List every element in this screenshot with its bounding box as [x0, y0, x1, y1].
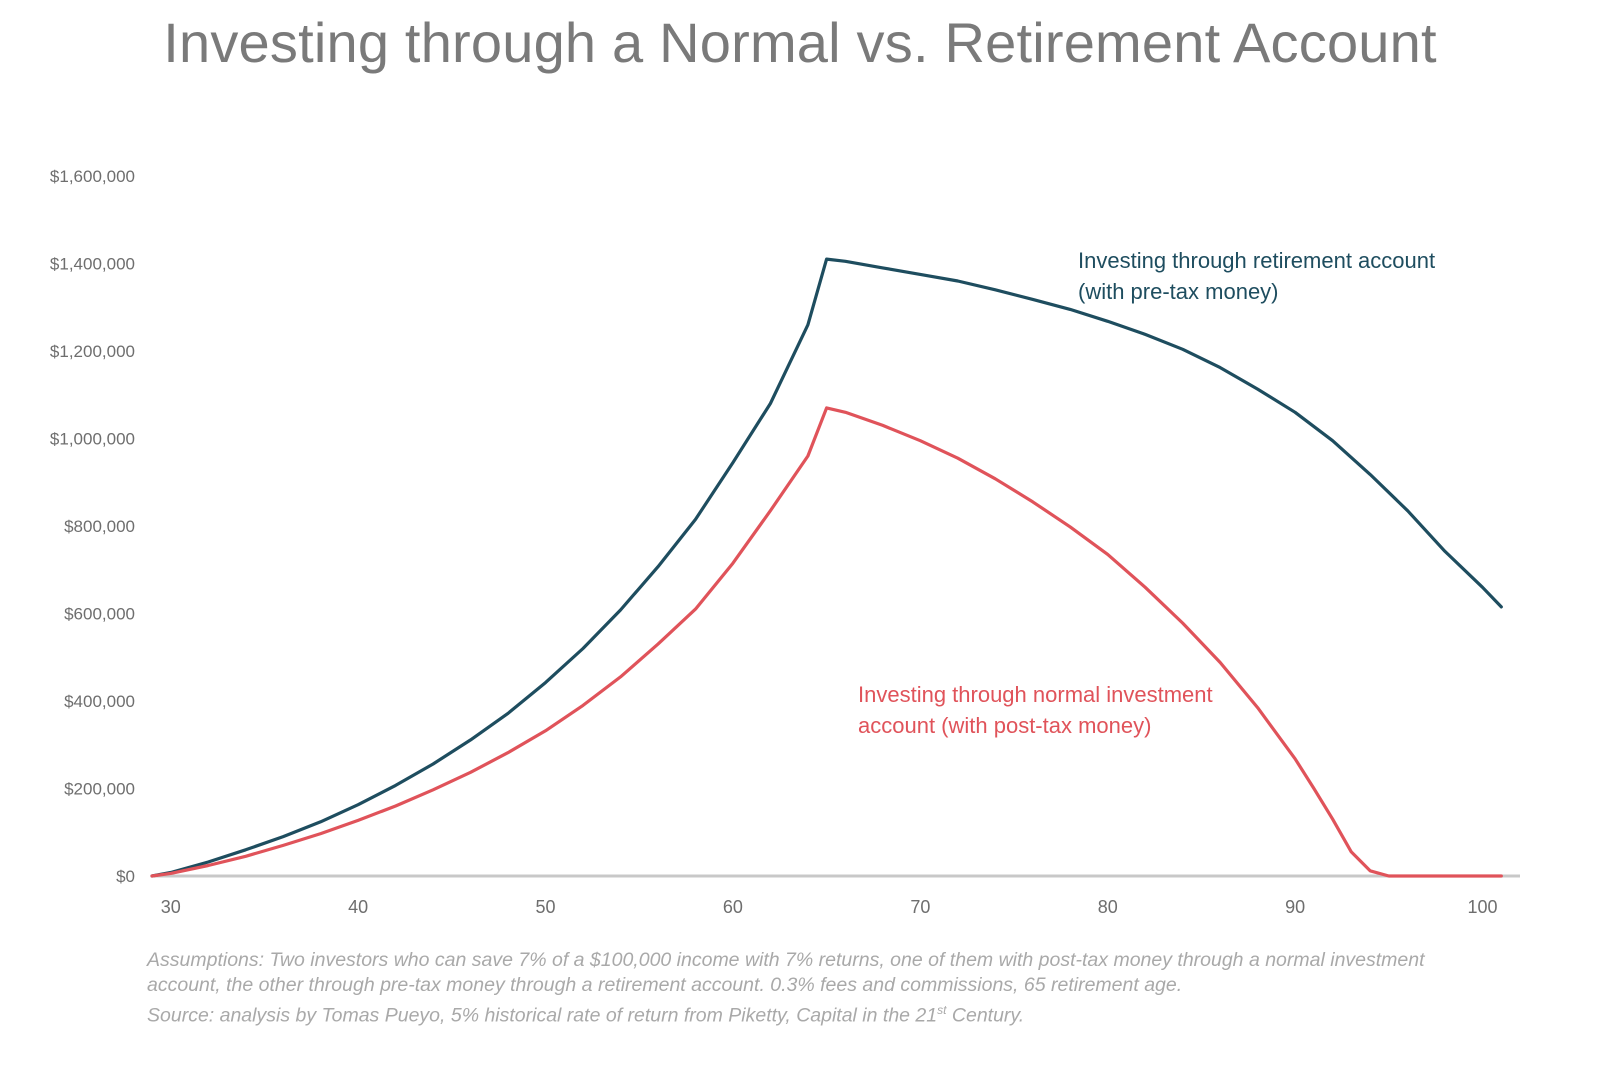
x-tick-label: 90 [1285, 897, 1305, 917]
y-tick-label: $400,000 [64, 692, 135, 711]
normal-series-label: account (with post-tax money) [858, 713, 1151, 738]
footnote-source-end: Century. [946, 1004, 1025, 1027]
y-tick-label: $200,000 [64, 780, 135, 799]
footnote-line-2: account, the other through pre-tax money… [147, 974, 1183, 996]
x-axis-ticks: 30 40 50 60 70 80 90 100 [161, 897, 1498, 917]
y-tick-label: $1,400,000 [50, 255, 135, 274]
x-tick-label: 40 [348, 897, 368, 917]
footnote-source: Source: analysis by Tomas Pueyo, 5% hist… [147, 1004, 938, 1027]
x-tick-label: 70 [910, 897, 930, 917]
series-labels: Investing through retirement account (wit… [858, 248, 1435, 738]
footnote-line-1: Assumptions: Two investors who can save … [147, 949, 1425, 971]
x-tick-label: 80 [1098, 897, 1118, 917]
line-chart: $0 $200,000 $400,000 $600,000 $800,000 $1,000… [50, 167, 1520, 917]
x-tick-label: 100 [1467, 897, 1497, 917]
y-tick-label: $1,000,000 [50, 430, 135, 449]
y-tick-label: $800,000 [64, 517, 135, 536]
normal-account-line [150, 406, 1503, 878]
y-tick-label: $600,000 [64, 605, 135, 624]
y-tick-label: $1,600,000 [50, 167, 135, 186]
footnote-superscript: st [937, 1003, 947, 1017]
series-lines [150, 257, 1503, 878]
footnote: Assumptions: Two investors who can save … [147, 948, 1527, 1029]
retirement-series-label: (with pre-tax money) [1078, 279, 1279, 304]
x-tick-label: 60 [723, 897, 743, 917]
footnote-line-3: Source: analysis by Tomas Pueyo, 5% hist… [147, 998, 1527, 1029]
chart-title: Investing through a Normal vs. Retiremen… [163, 11, 1437, 74]
retirement-series-label: Investing through retirement account [1078, 248, 1435, 273]
x-tick-label: 30 [161, 897, 181, 917]
y-tick-label: $1,200,000 [50, 342, 135, 361]
retirement-account-line [150, 257, 1503, 878]
x-tick-label: 50 [536, 897, 556, 917]
normal-series-label: Investing through normal investment [858, 682, 1213, 707]
y-tick-label: $0 [116, 867, 135, 886]
y-axis-ticks: $0 $200,000 $400,000 $600,000 $800,000 $1,000… [50, 167, 135, 886]
